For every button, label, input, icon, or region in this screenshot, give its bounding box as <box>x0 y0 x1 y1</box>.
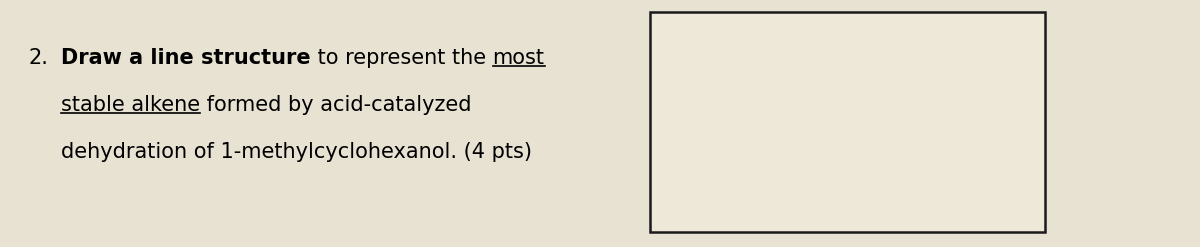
Text: to represent the: to represent the <box>311 48 492 68</box>
Bar <box>650 12 1045 232</box>
Text: stable alkene: stable alkene <box>61 95 200 115</box>
Text: formed by acid-catalyzed: formed by acid-catalyzed <box>200 95 472 115</box>
Text: most: most <box>492 48 545 68</box>
Text: 2.: 2. <box>28 48 48 68</box>
Text: Draw a line structure: Draw a line structure <box>61 48 311 68</box>
Text: dehydration of 1-methylcyclohexanol. (4 pts): dehydration of 1-methylcyclohexanol. (4 … <box>61 142 532 162</box>
